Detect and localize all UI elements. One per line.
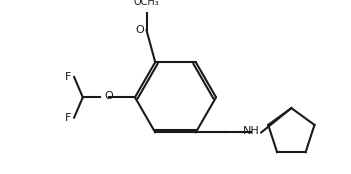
Text: OCH₃: OCH₃ bbox=[134, 0, 159, 7]
Text: NH: NH bbox=[243, 126, 259, 136]
Text: O: O bbox=[105, 91, 113, 101]
Text: F: F bbox=[65, 72, 72, 82]
Text: O: O bbox=[135, 25, 144, 35]
Text: F: F bbox=[65, 113, 72, 122]
